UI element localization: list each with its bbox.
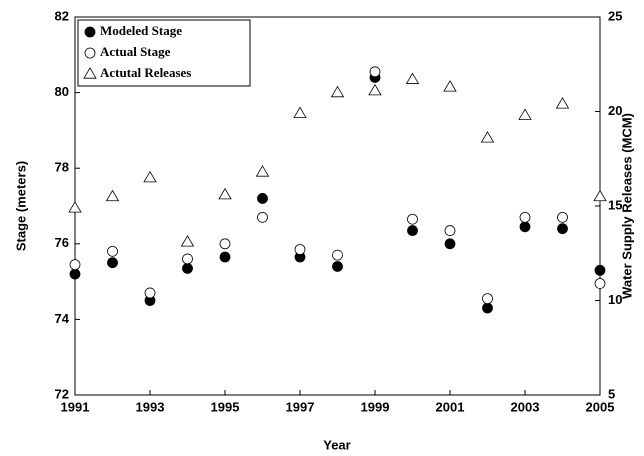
y2-tick-label: 15 — [608, 197, 622, 212]
triangle-marker — [143, 170, 157, 183]
circle-marker — [107, 257, 118, 269]
triangle-marker — [443, 80, 457, 92]
circle-marker — [257, 211, 268, 223]
legend-label: Modeled Stage — [100, 23, 182, 38]
triangle-marker — [105, 189, 120, 202]
x-tick-label: 1999 — [361, 399, 390, 414]
legend-label: Actual Stage — [100, 44, 171, 59]
circle-marker — [219, 251, 231, 263]
x-tick-label: 1991 — [61, 399, 90, 414]
circle-marker — [482, 302, 493, 314]
circle-marker — [257, 193, 268, 204]
legend-box — [77, 19, 251, 87]
triangle-marker — [68, 201, 82, 213]
triangle-marker — [480, 131, 495, 143]
circle-marker — [557, 211, 568, 223]
circle-marker — [444, 238, 456, 250]
y-tick-label: 74 — [55, 311, 70, 326]
circle-marker — [594, 264, 606, 276]
x-tick-label: 2001 — [436, 399, 465, 414]
legend-marker — [84, 26, 96, 38]
triangle-marker — [405, 72, 420, 84]
legend-marker — [84, 47, 96, 59]
triangle-marker — [255, 165, 270, 177]
triangle-marker — [518, 108, 532, 120]
y2-tick-label: 25 — [608, 8, 622, 23]
triangle-marker — [368, 83, 382, 96]
circle-marker — [407, 213, 418, 225]
circle-marker — [332, 249, 343, 261]
triangle-marker — [218, 187, 232, 200]
circle-marker — [69, 268, 81, 280]
y2-axis-label: Water Supply Releases (MCM) — [619, 113, 634, 299]
circle-marker — [332, 261, 343, 272]
circle-marker — [107, 245, 118, 257]
legend-marker — [83, 67, 97, 79]
circle-marker — [519, 221, 531, 233]
circle-marker — [69, 259, 81, 270]
triangle-marker — [593, 189, 607, 202]
circle-marker — [182, 262, 193, 274]
y-axis-label: Stage (meters) — [13, 161, 28, 251]
circle-marker — [482, 293, 493, 305]
y-tick-label: 76 — [55, 235, 69, 250]
y-tick-label: 72 — [55, 386, 69, 401]
triangle-marker — [293, 106, 307, 118]
y-tick-label: 78 — [55, 160, 69, 175]
y-tick-label: 80 — [55, 84, 69, 99]
circle-marker — [519, 211, 531, 223]
circle-marker — [444, 225, 456, 236]
circle-marker — [369, 66, 381, 78]
triangle-marker — [555, 97, 570, 109]
circle-marker — [294, 244, 306, 255]
circle-marker — [182, 253, 193, 265]
circle-marker — [557, 223, 568, 235]
triangle-marker — [180, 235, 195, 247]
circle-marker — [407, 225, 418, 236]
x-axis-label: Year — [323, 437, 350, 452]
y2-tick-label: 10 — [608, 292, 622, 307]
x-tick-label: 2003 — [511, 399, 540, 414]
legend-label: Actutal Releases — [100, 65, 191, 80]
y-tick-label: 82 — [55, 8, 69, 23]
y2-tick-label: 20 — [608, 103, 622, 118]
circle-marker — [219, 238, 231, 250]
y2-tick-label: 5 — [608, 386, 615, 401]
triangle-marker — [330, 85, 345, 98]
circle-marker — [594, 278, 606, 289]
x-tick-label: 1993 — [136, 399, 165, 414]
x-tick-label: 1997 — [286, 399, 315, 414]
circle-marker — [144, 287, 156, 299]
x-tick-label: 1995 — [211, 399, 240, 414]
x-tick-label: 2005 — [586, 399, 615, 414]
